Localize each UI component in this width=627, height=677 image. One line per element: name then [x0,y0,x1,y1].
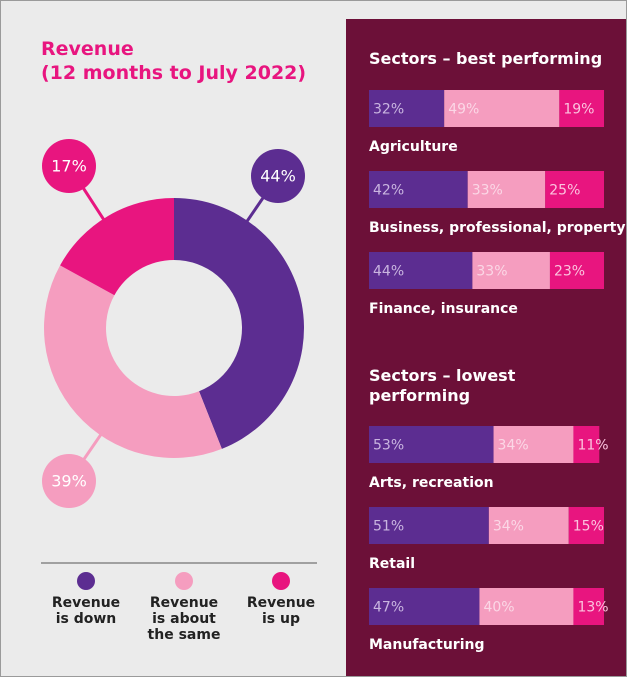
value-label: 13% [577,600,608,616]
value-label: 39% [51,472,87,491]
bar-segment [467,171,546,208]
value-label: 40% [483,600,514,616]
legend-swatch [175,572,193,590]
value-label: 44% [373,264,404,280]
value-label: 33% [472,183,503,199]
bar-segment [369,90,445,127]
chart-title: Sectors – best performing [369,49,603,68]
legend-label: Revenue is down [51,595,121,627]
bar-segment [488,507,569,544]
value-label: 49% [448,102,479,118]
bar-segment [549,252,604,289]
category-label: Manufacturing [369,637,485,653]
value-label: 51% [373,519,404,535]
sector-panel [346,19,626,676]
bar-segment [573,426,600,463]
bar-segment [369,171,468,208]
legend-label: Revenue is about the same [147,595,221,643]
bar-segment [444,90,560,127]
value-label: 53% [373,438,404,454]
value-label: 11% [577,438,608,454]
bar-segment [472,252,550,289]
bar-segment [493,426,574,463]
value-label: 17% [51,157,87,176]
category-label: Arts, recreation [369,475,494,491]
donut-segment [43,265,222,459]
value-label: 42% [373,183,404,199]
bar-segment [369,252,473,289]
legend-swatch [272,572,290,590]
value-label: 32% [373,102,404,118]
donut-segment [60,198,174,296]
chart-title: Revenue (12 months to July 2022) [41,38,307,84]
bar-segment [479,588,574,625]
value-label: 15% [573,519,604,535]
value-label: 23% [554,264,585,280]
value-label: 25% [549,183,580,199]
bar-segment [369,426,494,463]
bar-segment [369,588,480,625]
value-label: 34% [493,519,524,535]
label-bubble [251,149,305,203]
label-bubble [42,139,96,193]
legend-swatch [77,572,95,590]
value-label: 19% [563,102,594,118]
bar-segment [573,588,604,625]
chart-title: Sectors – lowest performing [369,366,516,405]
label-bubble [42,454,96,508]
bar-segment [369,507,489,544]
bar-segment [559,90,604,127]
legend-label: Revenue is up [246,595,316,627]
value-label: 33% [476,264,507,280]
value-label: 47% [373,600,404,616]
category-label: Business, professional, property [369,220,626,236]
category-label: Finance, insurance [369,301,518,317]
value-label: 34% [498,438,529,454]
donut-segment [174,198,304,449]
bar-segment [568,507,604,544]
category-label: Agriculture [369,139,458,155]
bar-segment [545,171,604,208]
value-label: 44% [260,167,296,186]
category-label: Retail [369,556,415,572]
